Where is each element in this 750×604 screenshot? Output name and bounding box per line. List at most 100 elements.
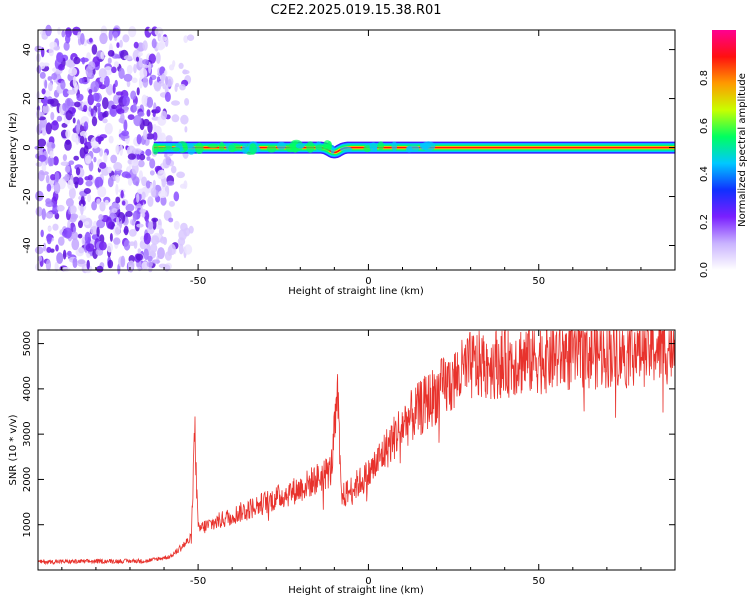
- noise-blob: [126, 80, 131, 88]
- noise-blob: [108, 135, 114, 144]
- colorbar-tick-label: 0.2: [699, 214, 710, 230]
- noise-blob: [97, 186, 107, 198]
- noise-blob: [141, 64, 149, 69]
- noise-blob: [113, 224, 121, 236]
- noise-blob: [95, 102, 101, 108]
- signal-blob: [207, 143, 219, 148]
- noise-blob: [84, 221, 90, 226]
- noise-blob: [60, 80, 66, 90]
- signal-blob: [369, 142, 378, 152]
- noise-blob: [106, 85, 113, 96]
- noise-blob: [90, 108, 94, 117]
- noise-blob: [77, 258, 86, 267]
- noise-blob: [35, 162, 43, 167]
- noise-blob: [77, 233, 83, 239]
- noise-blob: [57, 27, 61, 35]
- noise-blob: [150, 243, 158, 253]
- noise-blob: [137, 111, 145, 117]
- noise-blob: [68, 67, 78, 76]
- noise-blob: [164, 70, 168, 76]
- noise-blob: [41, 208, 46, 221]
- noise-blob: [76, 123, 80, 135]
- noise-blob: [113, 237, 121, 245]
- noise-blob: [34, 246, 44, 255]
- noise-blob: [96, 265, 104, 273]
- colorbar: 0.0 0.2 0.4 0.6 0.8 Normalized spectral ampl…: [699, 30, 748, 278]
- noise-blob: [99, 76, 105, 83]
- signal-blob: [186, 143, 193, 149]
- noise-blob: [147, 221, 154, 230]
- noise-blob: [153, 124, 157, 131]
- noise-blob: [96, 198, 101, 205]
- noise-blob: [77, 31, 82, 39]
- noise-blob: [157, 247, 165, 260]
- noise-blob: [154, 224, 163, 230]
- noise-blob: [114, 61, 119, 68]
- noise-blob: [51, 73, 58, 80]
- noise-blob: [35, 206, 43, 217]
- noise-blob: [57, 64, 65, 71]
- noise-blob: [136, 87, 140, 96]
- noise-blob: [98, 241, 107, 251]
- noise-blob: [113, 162, 123, 171]
- noise-blob: [116, 42, 120, 48]
- noise-blob: [176, 171, 186, 179]
- noise-blob: [77, 177, 84, 186]
- noise-blob: [63, 227, 72, 239]
- noise-blob: [65, 198, 74, 207]
- signal-blob: [241, 144, 249, 154]
- noise-blob: [83, 121, 89, 131]
- noise-blob: [146, 109, 151, 117]
- noise-blob: [40, 47, 45, 58]
- noise-blob: [104, 122, 113, 135]
- noise-blob: [103, 152, 108, 163]
- noise-blob: [102, 118, 108, 124]
- noise-blob: [88, 61, 96, 71]
- noise-blob: [75, 167, 81, 176]
- noise-blob: [154, 26, 164, 37]
- noise-blob: [152, 179, 156, 190]
- noise-blob: [62, 88, 70, 98]
- noise-blob: [141, 176, 148, 187]
- noise-blob: [56, 252, 64, 264]
- noise-blob: [104, 199, 109, 206]
- noise-blob: [68, 160, 75, 165]
- noise-blob: [150, 187, 157, 198]
- noise-blob: [119, 39, 123, 48]
- noise-blob: [38, 255, 43, 262]
- noise-blob: [157, 169, 166, 180]
- noise-blob: [145, 180, 151, 189]
- noise-blob: [115, 183, 119, 196]
- noise-blob: [132, 212, 137, 222]
- noise-blob: [54, 171, 60, 182]
- noise-blob: [180, 222, 188, 232]
- noise-blob: [165, 156, 172, 166]
- noise-blob: [80, 203, 84, 216]
- noise-blob: [62, 249, 67, 260]
- noise-blob: [54, 261, 59, 272]
- snr-frame: [37, 329, 676, 571]
- signal-blob: [182, 145, 189, 151]
- noise-blob: [85, 243, 95, 252]
- noise-blob: [111, 208, 118, 214]
- noise-blob: [45, 259, 52, 271]
- noise-blob: [170, 165, 177, 174]
- colorbar-gradient: [712, 30, 736, 270]
- noise-blob: [95, 136, 103, 143]
- noise-blob: [107, 176, 114, 188]
- noise-blob: [159, 132, 166, 142]
- noise-blob: [78, 199, 86, 207]
- noise-blob: [109, 106, 117, 117]
- y-tick-label: 3000: [22, 421, 33, 446]
- noise-blob: [120, 190, 124, 199]
- noise-blob: [146, 96, 154, 108]
- noise-blob: [112, 31, 119, 39]
- noise-blob: [145, 133, 155, 140]
- signal-blob: [195, 142, 204, 154]
- signal-blob: [363, 145, 372, 153]
- noise-blob: [65, 129, 71, 139]
- noise-blob: [103, 75, 110, 88]
- noise-blob: [109, 233, 113, 242]
- noise-blob: [72, 257, 78, 269]
